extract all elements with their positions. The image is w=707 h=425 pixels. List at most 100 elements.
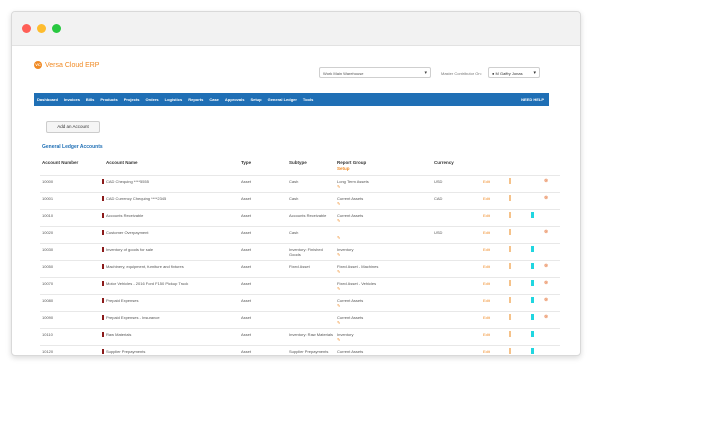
edit-link[interactable]: Edit [483, 298, 490, 303]
trash-icon[interactable]: ⊗ [544, 178, 549, 184]
maximize-window-button[interactable] [52, 24, 61, 33]
minimize-window-button[interactable] [37, 24, 46, 33]
pencil-icon[interactable]: ✎ [337, 337, 341, 342]
flag-icon [102, 196, 104, 201]
report-group: Inventory ✎ [337, 332, 417, 342]
drag-handle-icon[interactable] [509, 297, 511, 303]
header-type[interactable]: Type [241, 160, 252, 165]
account-name[interactable]: Customer Overpayment [106, 230, 149, 235]
pencil-icon[interactable]: ✎ [337, 218, 341, 223]
drag-handle-icon[interactable] [509, 212, 511, 218]
trash-icon[interactable]: ⊗ [544, 297, 549, 303]
table-row[interactable]: 10010 Accounts Receivable Asset Accounts Re… [40, 209, 560, 226]
trash-icon[interactable]: ⊗ [544, 263, 549, 269]
nav-item-setup[interactable]: Setup [250, 97, 262, 102]
nav-item-invoices[interactable]: Invoices [63, 97, 80, 102]
drag-handle-icon[interactable] [509, 195, 511, 201]
edit-link[interactable]: Edit [483, 247, 490, 252]
pencil-icon[interactable]: ✎ [337, 235, 341, 240]
nav-item-products[interactable]: Products [100, 97, 118, 102]
account-name[interactable]: CAD Currency Chequing ****2345 [106, 196, 167, 201]
user-select[interactable]: ● M Gaffry Jonas ▾ [488, 67, 540, 78]
nav-item-case[interactable]: Case [209, 97, 219, 102]
account-name[interactable]: CAD Chequing ****5555 [106, 179, 149, 184]
nav-item-approvals[interactable]: Approvals [224, 97, 245, 102]
report-group-value: Inventory [337, 332, 354, 337]
header-report-group[interactable]: Report Group Setup [337, 160, 366, 171]
table-row[interactable]: 10110 Raw Materials Asset Inventory: Raw Ma… [40, 328, 560, 345]
account-subtype: Cash [289, 230, 299, 235]
drag-handle-icon[interactable] [509, 348, 511, 354]
pencil-icon[interactable]: ✎ [337, 252, 341, 257]
nav-item-projects[interactable]: Projects [123, 97, 140, 102]
drag-handle-icon[interactable] [509, 280, 511, 286]
account-subtype: Fixed Asset [289, 264, 310, 269]
warehouse-select[interactable]: Work Main Warehouse ▾ [319, 67, 431, 78]
table-row[interactable]: 10000 CAD Chequing ****5555 Asset Cash Long … [40, 175, 560, 192]
edit-link[interactable]: Edit [483, 196, 490, 201]
table-row[interactable]: 10070 Motor Vehicles - 2016 Ford F150 Pic… [40, 277, 560, 294]
report-group-setup-link[interactable]: Setup [337, 165, 350, 171]
drag-handle-icon[interactable] [509, 263, 511, 269]
table-row[interactable]: 10050 Machinery, equipment, furniture and… [40, 260, 560, 277]
header-currency[interactable]: Currency [434, 160, 454, 165]
account-name[interactable]: Raw Materials [106, 332, 132, 337]
pencil-icon[interactable]: ✎ [337, 201, 341, 206]
nav-item-reports[interactable]: Reports [188, 97, 204, 102]
trash-icon[interactable]: ⊗ [544, 280, 549, 286]
nav-item-logistics[interactable]: Logistics [164, 97, 183, 102]
close-window-button[interactable] [22, 24, 31, 33]
brand-logo[interactable]: VC Versa Cloud ERP [34, 61, 99, 69]
drag-handle-icon[interactable] [509, 246, 511, 252]
table-row[interactable]: 10001 CAD Currency Chequing ****2345 Asset… [40, 192, 560, 209]
drag-handle-icon[interactable] [509, 178, 511, 184]
nav-item-tools[interactable]: Tools [302, 97, 314, 102]
edit-link[interactable]: Edit [483, 264, 490, 269]
header-account-name[interactable]: Account Name [106, 160, 138, 165]
account-name[interactable]: Prepaid Expenses [106, 298, 139, 303]
nav-item-general-ledger[interactable]: General Ledger [267, 97, 297, 102]
account-name[interactable]: Machinery, equipment, furniture and fixt… [106, 264, 184, 269]
edit-link[interactable]: Edit [483, 230, 490, 235]
pencil-icon[interactable]: ✎ [337, 269, 341, 274]
report-group-value: Fixed Asset - Machines [337, 264, 379, 269]
pencil-icon[interactable]: ✎ [337, 320, 341, 325]
edit-link[interactable]: Edit [483, 332, 490, 337]
table-row[interactable]: 10120 Supplier Prepayments Asset Supplier P… [40, 345, 560, 355]
trash-icon[interactable]: ⊗ [544, 229, 549, 235]
add-account-button[interactable]: Add an Account [46, 121, 100, 133]
trash-icon[interactable]: ⊗ [544, 314, 549, 320]
account-subtype: Accounts Receivable [289, 213, 327, 218]
edit-link[interactable]: Edit [483, 179, 490, 184]
nav-item-orders[interactable]: Orders [145, 97, 159, 102]
drag-handle-icon[interactable] [509, 331, 511, 337]
table-row[interactable]: 10020 Customer Overpayment Asset Cash ✎ USD Ed… [40, 226, 560, 243]
pencil-icon[interactable]: ✎ [337, 354, 340, 355]
pencil-icon[interactable]: ✎ [337, 286, 341, 291]
nav-item-dashboard[interactable]: Dashboard [37, 97, 58, 102]
account-name[interactable]: Motor Vehicles - 2016 Ford F150 Pickup T… [106, 281, 189, 286]
account-name[interactable]: Accounts Receivable [106, 213, 144, 218]
edit-link[interactable]: Edit [483, 281, 490, 286]
edit-link[interactable]: Edit [483, 349, 490, 354]
need-help-link[interactable]: NEED HELP [521, 97, 544, 102]
edit-link[interactable]: Edit [483, 213, 490, 218]
pencil-icon[interactable]: ✎ [337, 184, 341, 189]
header-subtype[interactable]: Subtype [289, 160, 307, 165]
table-row[interactable]: 10090 Prepaid Expenses - Insurance Asset Cu… [40, 311, 560, 328]
drag-handle-icon[interactable] [509, 314, 511, 320]
account-name[interactable]: Supplier Prepayments [106, 349, 146, 354]
drag-handle-icon[interactable] [509, 229, 511, 235]
edit-link[interactable]: Edit [483, 315, 490, 320]
nav-item-bills[interactable]: Bills [85, 97, 95, 102]
section-title: General Ledger Accounts [42, 144, 103, 150]
account-name[interactable]: Prepaid Expenses - Insurance [106, 315, 160, 320]
table-row[interactable]: 10080 Prepaid Expenses Asset Current Assets… [40, 294, 560, 311]
table-row[interactable]: 10030 Inventory of goods for sale Asset Inv… [40, 243, 560, 260]
header-account-number[interactable]: Account Number [42, 160, 79, 165]
flag-icon [102, 349, 104, 354]
pencil-icon[interactable]: ✎ [337, 303, 341, 308]
trash-icon[interactable]: ⊗ [544, 195, 549, 201]
account-name[interactable]: Inventory of goods for sale [106, 247, 154, 252]
flag-icon [102, 264, 104, 269]
